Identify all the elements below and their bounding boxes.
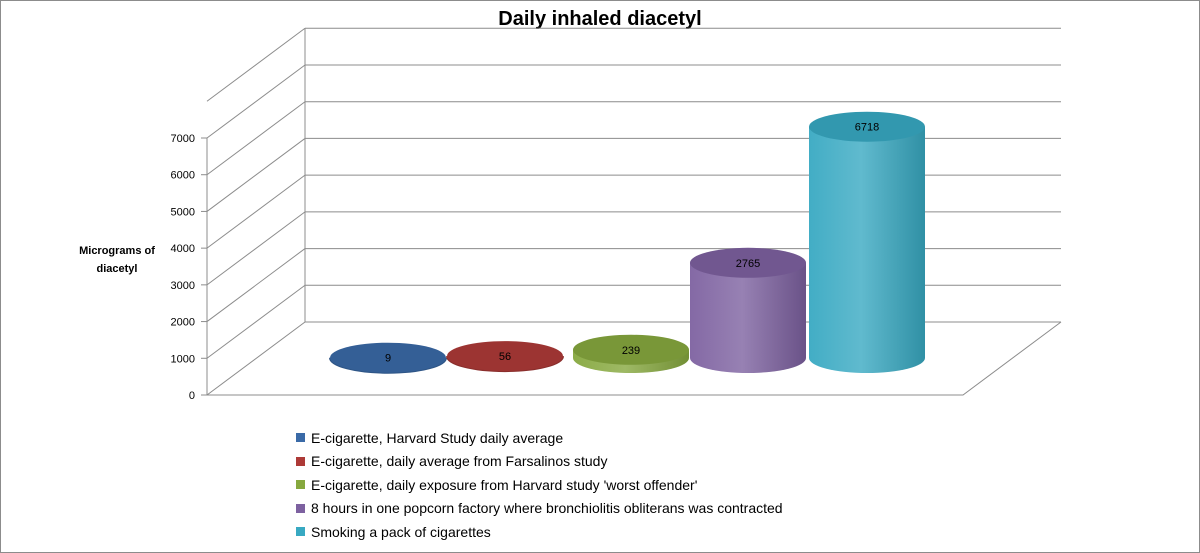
legend-swatch: [296, 456, 305, 466]
bar-top: [690, 247, 806, 278]
data-label: 6718: [855, 122, 879, 134]
y-tick-label: 4000: [171, 243, 195, 255]
legend-label: E-cigarette, Harvard Study daily average: [311, 429, 564, 446]
data-label: 239: [622, 345, 640, 357]
bar-top: [809, 111, 925, 142]
grid-diagonal: [206, 321, 306, 396]
bar: 56: [446, 341, 564, 373]
y-tick-label: 2000: [171, 317, 195, 329]
grid-diagonal: [206, 138, 306, 212]
legend-item: Smoking a pack of cigarettes: [296, 520, 783, 544]
bar-top: [573, 334, 689, 365]
legend-label: E-cigarette, daily exposure from Harvard…: [311, 476, 698, 493]
y-tick-label: 1000: [171, 353, 195, 365]
grid: [206, 27, 1062, 396]
bar-top: [330, 342, 446, 373]
bar-body: [690, 262, 806, 373]
legend-item: 8 hours in one popcorn factory where bro…: [296, 497, 783, 521]
legend-swatch: [296, 503, 305, 513]
floor-edge: [207, 321, 1062, 396]
bar: 9: [329, 342, 447, 374]
grid-diagonal: [206, 27, 306, 102]
grid-diagonal: [206, 174, 306, 249]
y-tick-label: 5000: [171, 206, 195, 218]
bar: 2765: [690, 247, 806, 373]
grid-diagonal: [206, 101, 306, 176]
legend-item: E-cigarette, daily exposure from Harvard…: [296, 473, 783, 497]
data-label: 56: [499, 351, 511, 363]
bar-top: [447, 341, 563, 372]
legend-swatch: [296, 527, 305, 537]
legend-swatch: [296, 433, 305, 443]
legend-item: E-cigarette, Harvard Study daily average: [296, 426, 783, 450]
grid-diagonal: [206, 211, 306, 286]
data-label: 9: [385, 353, 391, 365]
grid-diagonal: [206, 248, 306, 322]
legend-label: Smoking a pack of cigarettes: [311, 523, 491, 540]
legend-item: E-cigarette, daily average from Farsalin…: [296, 450, 783, 474]
y-tick-label: 3000: [171, 280, 195, 292]
bar-body: [809, 126, 925, 373]
data-label: 2765: [736, 258, 760, 270]
legend-label: E-cigarette, daily average from Farsalin…: [311, 453, 608, 470]
y-axis-label: Micrograms of diacetyl: [79, 245, 155, 275]
y-tick-label: 0: [189, 390, 195, 402]
legend: E-cigarette, Harvard Study daily average…: [296, 426, 783, 544]
chart-title: Daily inhaled diacetyl: [498, 8, 702, 30]
legend-swatch: [296, 480, 305, 490]
bar: 6718: [809, 111, 925, 373]
y-tick-labels: 0 1000 2000 3000 4000 5000 6000 7000: [171, 133, 207, 402]
grid-diagonal: [206, 284, 306, 359]
bars: 9 56 239 2765 6718: [329, 111, 925, 374]
y-tick-label: 6000: [171, 170, 195, 182]
grid-diagonal: [206, 64, 306, 139]
legend-label: 8 hours in one popcorn factory where bro…: [311, 500, 783, 517]
bar: 239: [573, 334, 689, 373]
y-tick-label: 7000: [171, 133, 195, 145]
